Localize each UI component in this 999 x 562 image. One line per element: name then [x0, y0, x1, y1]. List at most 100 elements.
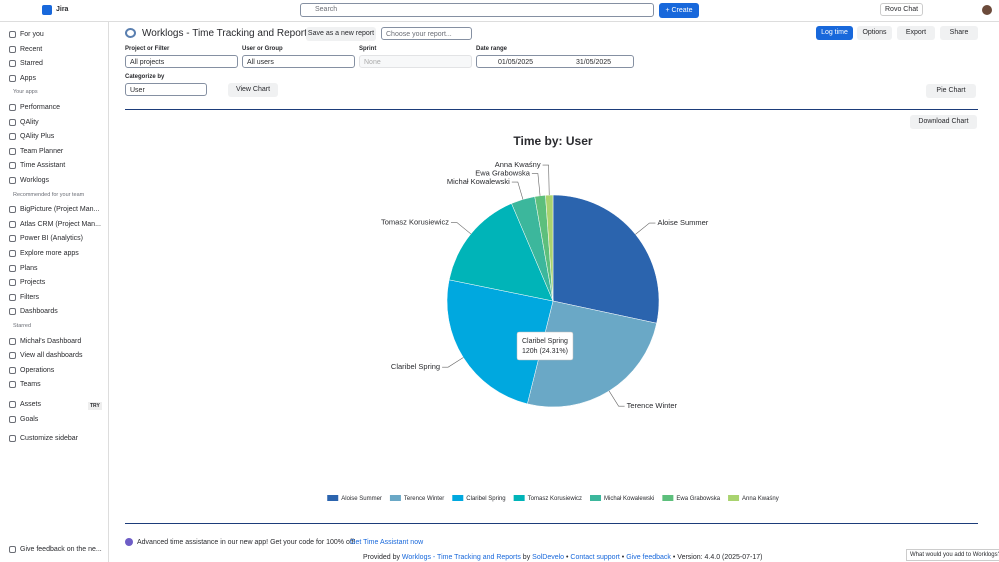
nav-item[interactable]: Starred — [20, 60, 43, 68]
legend-label: Aloise Summer — [341, 496, 382, 502]
slice-label: Aloise Summer — [657, 218, 708, 227]
slice-label: Claribel Spring — [391, 362, 440, 371]
nav-item[interactable]: QAlity — [20, 118, 39, 126]
slice-label: Anna Kwaśny — [495, 160, 541, 169]
nav-item[interactable]: Atlas CRM (Project Man... — [20, 220, 101, 228]
nav-icon — [9, 118, 16, 126]
share-button[interactable]: Share — [940, 26, 978, 40]
nav-item[interactable]: Apps — [20, 74, 36, 82]
footer-link[interactable]: Contact support — [570, 554, 620, 561]
nav-icon — [9, 177, 16, 184]
nav-item[interactable]: Time Assistant — [20, 162, 66, 170]
nav-heading: Starred — [13, 323, 32, 329]
nav-icon — [9, 352, 16, 360]
nav-item[interactable]: Performance — [20, 104, 61, 111]
nav-item[interactable]: For you — [20, 31, 44, 38]
project-select[interactable]: All projects — [125, 55, 238, 68]
rovo-chat[interactable]: Rovo Chat — [880, 3, 924, 16]
nav-icon — [9, 546, 16, 553]
nav-item[interactable]: Customize sidebar — [20, 435, 78, 443]
promo-text: Advanced time assistance in our new app!… — [137, 539, 356, 546]
nav-item[interactable]: Give feedback on the ne... — [20, 546, 102, 553]
legend-label: Claribel Spring — [466, 496, 505, 502]
filter-label: Categorize by — [125, 74, 165, 80]
jira-logo[interactable] — [42, 5, 52, 15]
nav-item[interactable]: Dashboards — [20, 308, 58, 316]
avatar[interactable] — [982, 5, 992, 15]
nav-heading: Your apps — [13, 89, 38, 96]
legend-label: Michał Kowalewski — [604, 496, 654, 502]
user-select[interactable]: All users — [242, 55, 355, 68]
nav-item[interactable]: Teams — [20, 381, 41, 389]
nav-item[interactable]: QAlity Plus — [20, 133, 55, 141]
chart-type-select[interactable]: Pie Chart — [926, 84, 976, 98]
nav-icon — [9, 45, 16, 53]
nav-icon — [9, 162, 16, 170]
nav-item[interactable]: Filters — [20, 293, 40, 301]
nav-icon — [9, 415, 16, 423]
slice-label: Ewa Grabowska — [475, 169, 530, 178]
legend-swatch — [590, 495, 602, 501]
footer-text: Version: 4.4.0 (2025-07-17) — [677, 554, 763, 561]
footer-text: by — [522, 554, 531, 561]
nav-item[interactable]: Goals — [20, 415, 39, 423]
legend-label: Anna Kwaśny — [742, 496, 779, 502]
footer-link[interactable]: Worklogs - Time Tracking and Reports — [401, 554, 521, 561]
save-button[interactable]: Save as a new report — [306, 27, 376, 41]
nav-item[interactable]: Recent — [20, 45, 43, 53]
promo-link[interactable]: Get Time Assistant now — [350, 539, 424, 546]
nav-icon — [9, 293, 16, 301]
nav-icon — [9, 104, 16, 111]
nav-item[interactable]: Assets — [20, 401, 42, 408]
nav-icon — [9, 31, 16, 38]
nav-icon — [9, 337, 16, 345]
pie-chart: Time by: User Claribel Spring Tomasz Koru… — [327, 134, 779, 502]
date-range[interactable] — [476, 55, 634, 68]
tooltip-box — [516, 331, 574, 361]
divider — [125, 523, 978, 524]
log-time-button[interactable]: Log time — [816, 26, 853, 40]
tooltip: Claribel Spring 120h (24.31%) — [516, 331, 574, 361]
footer-link[interactable]: Give feedback — [626, 554, 671, 561]
legend-swatch — [452, 495, 464, 501]
pie-slice — [527, 300, 657, 408]
legend-swatch — [728, 495, 740, 501]
survey-button[interactable]: What would you add to Worklogs? — [906, 549, 999, 561]
tooltip-name: Claribel Spring — [522, 338, 568, 345]
options-button[interactable]: Options — [857, 26, 892, 40]
nav-icon — [9, 279, 16, 287]
nav-heading: Recommended for your team — [13, 191, 85, 198]
nav-item[interactable]: Team Planner — [20, 147, 64, 155]
nav-item[interactable]: Projects — [20, 279, 46, 287]
export-button[interactable]: Export — [897, 26, 935, 40]
date-to[interactable]: 31/05/2025 — [576, 59, 612, 66]
nav-item[interactable]: Explore more apps — [20, 250, 79, 257]
create-button[interactable]: + Create — [659, 3, 699, 18]
footer-link[interactable]: SolDevelo — [532, 554, 565, 561]
search[interactable]: Search — [300, 3, 654, 17]
categorize-select[interactable]: User — [125, 83, 207, 96]
app-name[interactable]: Jira — [56, 6, 69, 13]
report-select[interactable]: Choose your report... — [381, 27, 472, 40]
nav-icon — [9, 133, 16, 141]
filter-label: Project or Filter — [125, 46, 170, 52]
nav-item[interactable]: View all dashboards — [20, 352, 83, 360]
nav-item[interactable]: BigPicture (Project Man... — [20, 206, 100, 214]
nav-icon — [9, 366, 16, 374]
nav-item[interactable]: Worklogs — [20, 177, 50, 184]
nav-item[interactable]: Operations — [20, 366, 55, 374]
nav-item[interactable]: Power BI (Analytics) — [20, 235, 84, 243]
leader-line — [608, 390, 625, 407]
nav-icon — [9, 60, 16, 68]
date-from[interactable]: 01/05/2025 — [498, 59, 534, 66]
nav-item[interactable]: Michał's Dashboard — [20, 337, 82, 345]
nav-icon — [9, 206, 16, 214]
leader-line — [531, 173, 541, 196]
nav-icon — [9, 250, 16, 257]
nav-item[interactable]: Plans — [20, 264, 38, 272]
download-button[interactable]: Download Chart — [910, 115, 977, 129]
sprint-select[interactable]: None — [359, 55, 472, 68]
view-chart-button[interactable]: View Chart — [228, 83, 278, 97]
filter-label: User or Group — [242, 46, 283, 52]
footer-line: Provided by Worklogs - Time Tracking and… — [363, 554, 763, 561]
